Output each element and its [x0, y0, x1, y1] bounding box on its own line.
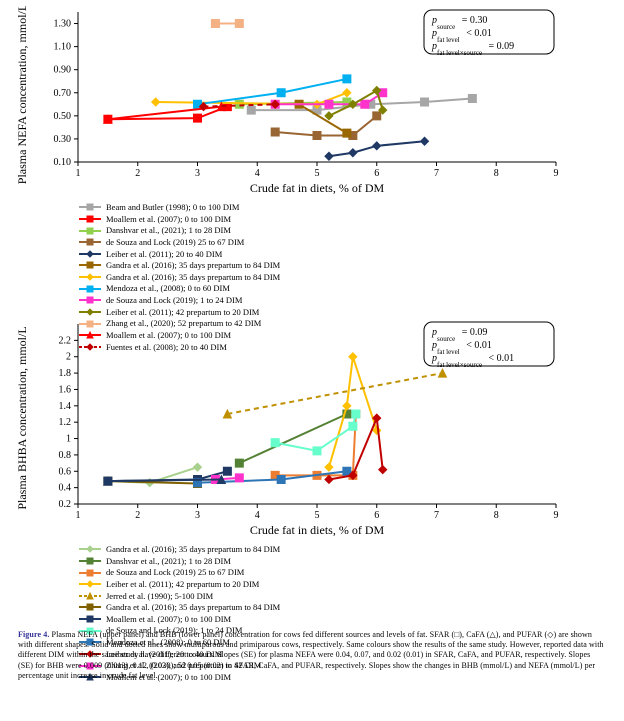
svg-text:1: 1 — [76, 510, 81, 521]
svg-text:1.8: 1.8 — [59, 368, 72, 379]
legend-item: Gandra et al. (2016); 35 days prepartum … — [78, 260, 330, 271]
legend-label: Moallem et al. (2007); 0 to 100 DIM — [106, 614, 231, 625]
svg-text:0.10: 0.10 — [54, 157, 72, 168]
svg-text:2: 2 — [66, 352, 71, 363]
legend-item: Leiber et al. (2011); 42 prepartum to 20… — [78, 579, 330, 590]
legend-item: Leiber et al. (2011); 20 to 40 DIM — [78, 249, 330, 260]
svg-text:0.30: 0.30 — [54, 134, 72, 145]
svg-text:Plasma NEFA concentration, mmo: Plasma NEFA concentration, mmol/L — [15, 6, 29, 184]
legend-item: de Souza and Lock (2019) 25 to 67 DIM — [78, 567, 330, 578]
legend-item: de Souza and Lock (2019); 1 to 24 DIM — [78, 295, 324, 306]
figure-caption: Figure 4. Plasma NEFA (upper panel) and … — [18, 630, 606, 681]
svg-text:0.8: 0.8 — [59, 450, 72, 461]
svg-text:0.6: 0.6 — [59, 466, 72, 477]
svg-text:2: 2 — [135, 510, 140, 521]
legend-item: Gandra et al. (2016); 35 days prepartum … — [78, 544, 330, 555]
caption-text: Plasma NEFA (upper panel) and BHB (lower… — [18, 630, 604, 680]
legend-label: de Souza and Lock (2019); 1 to 24 DIM — [106, 295, 242, 306]
legend-label: Beam and Butler (1998); 0 to 100 DIM — [106, 202, 239, 213]
legend-label: Danshvar et al., (2021); 1 to 28 DIM — [106, 556, 231, 567]
legend-item: Gandra et al. (2016); 35 days prepartum … — [78, 602, 330, 613]
svg-text:7: 7 — [434, 168, 439, 179]
legend-item: Beam and Butler (1998); 0 to 100 DIM — [78, 202, 330, 213]
caption-lead: Figure 4. — [18, 630, 49, 639]
svg-text:1.6: 1.6 — [59, 384, 72, 395]
legend-item: de Souza and Lock (2019) 25 to 67 DIM — [78, 237, 330, 248]
svg-text:5: 5 — [315, 168, 320, 179]
svg-text:1.4: 1.4 — [59, 401, 72, 412]
legend-label: Leiber et al. (2011); 42 prepartum to 20… — [106, 579, 259, 590]
svg-text:4: 4 — [255, 168, 260, 179]
bhba-chart-svg: 1 2 3 4 5 6 7 8 9 0.2 0.4 0.6 0.8 1 1.2 1.4 1.6 1.8 2 2.2 Cr… — [8, 318, 568, 540]
svg-text:0.4: 0.4 — [59, 483, 72, 494]
legend-label: Gandra et al. (2016); 35 days prepartum … — [106, 602, 280, 613]
svg-text:7: 7 — [434, 510, 439, 521]
svg-text:6: 6 — [374, 510, 379, 521]
svg-text:8: 8 — [494, 168, 499, 179]
legend-item: Moallem et al. (2007); 0 to 100 DIM — [78, 214, 330, 225]
svg-text:1.10: 1.10 — [54, 42, 72, 53]
legend-label: Moallem et al. (2007); 0 to 100 DIM — [106, 214, 231, 225]
nefa-chart-svg: 1 2 3 4 5 6 7 8 9 0.10 0.30 0.50 0.70 0.90 1.10 1.30 Cru… — [8, 6, 568, 198]
svg-text:1: 1 — [76, 168, 81, 179]
svg-text:Crude fat in diets, % of DM: Crude fat in diets, % of DM — [250, 523, 385, 537]
svg-text:5: 5 — [315, 510, 320, 521]
legend-item: Mendoza et al., (2008); 0 to 60 DIM — [78, 283, 324, 294]
svg-text:2.2: 2.2 — [59, 335, 72, 346]
svg-text:1.2: 1.2 — [59, 417, 72, 428]
legend-label: Gandra et al. (2016); 35 days prepartum … — [106, 272, 280, 283]
legend-label: de Souza and Lock (2019) 25 to 67 DIM — [106, 237, 244, 248]
svg-text:4: 4 — [255, 510, 260, 521]
legend-label: Gandra et al. (2016); 35 days prepartum … — [106, 260, 280, 271]
svg-text:3: 3 — [195, 168, 200, 179]
legend-label: Mendoza et al., (2008); 0 to 60 DIM — [106, 283, 230, 294]
svg-text:1.30: 1.30 — [54, 19, 72, 30]
svg-text:9: 9 — [554, 168, 559, 179]
svg-text:1: 1 — [66, 434, 71, 445]
svg-text:0.2: 0.2 — [59, 499, 72, 510]
legend-label: Jerred et al. (1990); 5-100 DIM — [106, 591, 213, 602]
panel-nefa: 1 2 3 4 5 6 7 8 9 0.10 0.30 0.50 0.70 0.90 1.10 1.30 Cru… — [8, 6, 568, 198]
svg-text:8: 8 — [494, 510, 499, 521]
legend-label: Leiber et al. (2011); 42 prepartum to 20… — [106, 307, 259, 318]
svg-text:0.70: 0.70 — [54, 88, 72, 99]
legend-item: Danshvar et al., (2021); 1 to 28 DIM — [78, 556, 330, 567]
svg-text:0.50: 0.50 — [54, 111, 72, 122]
legend-item: Gandra et al. (2016); 35 days prepartum … — [78, 272, 330, 283]
legend-label: Gandra et al. (2016); 35 days prepartum … — [106, 544, 280, 555]
svg-text:6: 6 — [374, 168, 379, 179]
svg-text:0.90: 0.90 — [54, 65, 72, 76]
legend-label: de Souza and Lock (2019) 25 to 67 DIM — [106, 567, 244, 578]
svg-text:2: 2 — [135, 168, 140, 179]
panel-bhba: 1 2 3 4 5 6 7 8 9 0.2 0.4 0.6 0.8 1 1.2 1.4 1.6 1.8 2 2.2 Cr… — [8, 318, 568, 540]
legend-item: Moallem et al. (2007); 0 to 100 DIM — [78, 614, 324, 625]
legend-item: Danshvar et al., (2021); 1 to 28 DIM — [78, 225, 330, 236]
legend-item: Jerred et al. (1990); 5-100 DIM — [78, 591, 330, 602]
svg-text:3: 3 — [195, 510, 200, 521]
svg-text:Plasma BHBA concentration, mmo: Plasma BHBA concentration, mmol/L — [15, 326, 29, 509]
svg-text:Crude fat in diets, % of DM: Crude fat in diets, % of DM — [250, 181, 385, 195]
legend-label: Leiber et al. (2011); 20 to 40 DIM — [106, 249, 222, 260]
legend-item: Leiber et al. (2011); 42 prepartum to 20… — [78, 307, 324, 318]
legend-label: Danshvar et al., (2021); 1 to 28 DIM — [106, 225, 231, 236]
svg-text:9: 9 — [554, 510, 559, 521]
